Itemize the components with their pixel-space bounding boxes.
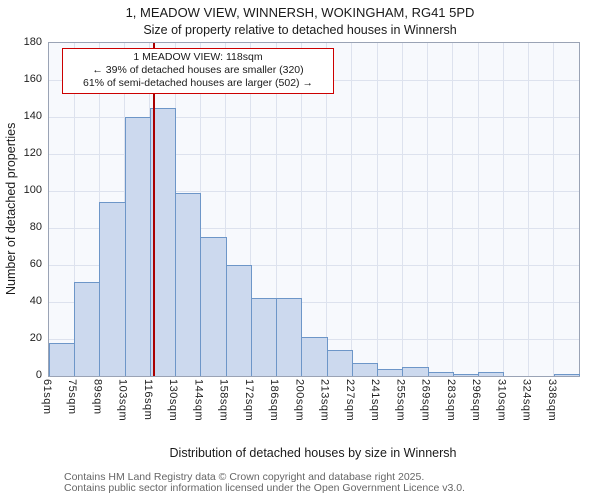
x-axis-label: Distribution of detached houses by size … — [169, 446, 457, 460]
histogram-bar — [452, 374, 480, 376]
footer-licence-line: Contains public sector information licen… — [64, 482, 465, 494]
gridline-vertical — [275, 43, 277, 376]
annotation-box: 1 MEADOW VIEW: 118sqm ← 39% of detached … — [62, 48, 334, 95]
x-tick-label: 324sqm — [520, 379, 533, 422]
histogram-bar — [301, 337, 328, 376]
gridline-vertical — [452, 43, 454, 376]
y-tick-label: 60 — [29, 258, 42, 270]
x-tick-label: 75sqm — [66, 379, 79, 415]
y-tick-label: 80 — [29, 221, 42, 233]
plot-area — [48, 42, 580, 377]
x-tick-label: 227sqm — [343, 379, 356, 422]
gridline-horizontal — [49, 301, 579, 303]
property-size-marker-line — [152, 43, 155, 376]
gridline-vertical — [502, 43, 504, 376]
x-tick-label: 130sqm — [167, 379, 180, 422]
histogram-bar — [99, 202, 126, 376]
gridline-vertical — [326, 43, 328, 376]
histogram-bar — [427, 372, 454, 376]
gridline-horizontal — [49, 227, 579, 229]
x-tick-label: 89sqm — [91, 379, 104, 415]
histogram-bar — [49, 342, 76, 376]
x-tick-label: 283sqm — [444, 379, 457, 422]
y-tick-label: 100 — [23, 184, 42, 196]
gridline-vertical — [528, 43, 530, 376]
y-tick-label: 40 — [29, 295, 42, 307]
gridline-vertical — [401, 43, 403, 376]
histogram-bar — [276, 298, 303, 376]
y-tick-label: 120 — [23, 147, 42, 159]
annotation-line-2: ← 39% of detached houses are smaller (32… — [92, 64, 304, 77]
histogram-bar — [200, 237, 227, 376]
x-tick-label: 296sqm — [470, 379, 483, 422]
gridline-vertical — [250, 43, 252, 376]
y-tick-label: 180 — [23, 36, 42, 48]
x-tick-label: 144sqm — [192, 379, 205, 422]
chart-title: 1, MEADOW VIEW, WINNERSH, WOKINGHAM, RG4… — [125, 5, 475, 20]
y-tick-label: 140 — [23, 110, 42, 122]
gridline-horizontal — [49, 190, 579, 192]
x-tick-label: 338sqm — [545, 379, 558, 422]
x-tick-label: 172sqm — [242, 379, 255, 422]
annotation-line-1: 1 MEADOW VIEW: 118sqm — [133, 51, 263, 63]
annotation-line-3: 61% of semi-detached houses are larger (… — [83, 77, 313, 90]
y-axis-label: Number of detached properties — [4, 122, 18, 295]
gridline-vertical — [351, 43, 353, 376]
y-tick-label: 160 — [23, 73, 42, 85]
gridline-vertical — [73, 43, 75, 376]
y-tick-label: 0 — [35, 369, 42, 381]
x-tick-label: 269sqm — [419, 379, 432, 422]
x-tick-label: 255sqm — [394, 379, 407, 422]
y-tick-label: 20 — [29, 332, 42, 344]
gridline-horizontal — [49, 153, 579, 155]
histogram-bar — [478, 372, 505, 376]
gridline-horizontal — [49, 264, 579, 266]
gridline-vertical — [376, 43, 378, 376]
histogram-bar — [250, 298, 278, 376]
gridline-vertical — [427, 43, 429, 376]
histogram-bar — [74, 281, 101, 376]
gridline-vertical — [553, 43, 555, 376]
histogram-bar — [175, 192, 202, 376]
histogram-bar — [326, 350, 353, 376]
x-tick-label: 116sqm — [141, 379, 154, 421]
footer-copyright-line: Contains HM Land Registry data © Crown c… — [64, 471, 425, 483]
histogram-bar — [351, 363, 379, 376]
x-tick-label: 310sqm — [495, 379, 508, 422]
gridline-vertical — [300, 43, 302, 376]
gridline-vertical — [477, 43, 479, 376]
gridline-vertical — [225, 43, 227, 376]
x-tick-label: 200sqm — [293, 379, 306, 422]
x-tick-label: 61sqm — [41, 379, 53, 415]
gridline-horizontal — [49, 116, 579, 118]
x-tick-label: 158sqm — [217, 379, 230, 422]
x-tick-label: 241sqm — [369, 379, 382, 422]
histogram-bar — [225, 265, 252, 376]
histogram-bar — [553, 374, 580, 376]
chart-subtitle: Size of property relative to detached ho… — [143, 23, 457, 37]
x-tick-label: 186sqm — [268, 379, 281, 422]
x-tick-label: 103sqm — [116, 379, 129, 422]
histogram-bar — [402, 366, 429, 376]
x-tick-label: 213sqm — [318, 379, 331, 422]
histogram-bar — [377, 368, 404, 376]
histogram-bar — [124, 117, 151, 376]
